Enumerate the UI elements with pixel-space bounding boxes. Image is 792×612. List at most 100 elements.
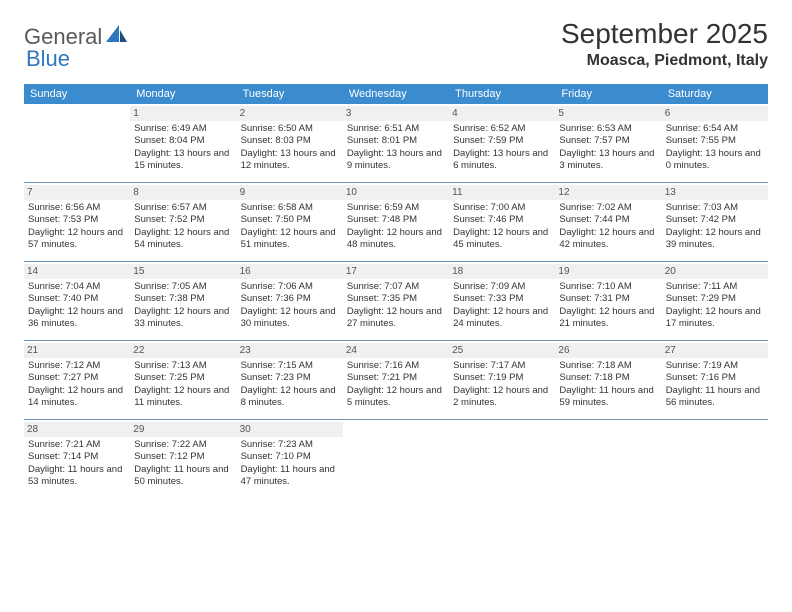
day-cell: 14Sunrise: 7:04 AMSunset: 7:40 PMDayligh…: [24, 262, 130, 340]
calendar-grid: Sunday Monday Tuesday Wednesday Thursday…: [24, 84, 768, 498]
sunrise-text: Sunrise: 7:00 AM: [453, 202, 551, 214]
day-number: 5: [555, 106, 661, 121]
sunrise-text: Sunrise: 7:22 AM: [134, 439, 232, 451]
day-number: 26: [555, 343, 661, 358]
sunrise-text: Sunrise: 7:09 AM: [453, 281, 551, 293]
sunset-text: Sunset: 7:10 PM: [241, 451, 339, 463]
daylight-text: Daylight: 12 hours and 14 minutes.: [28, 385, 126, 410]
daylight-text: Daylight: 12 hours and 21 minutes.: [559, 306, 657, 331]
daylight-text: Daylight: 13 hours and 6 minutes.: [453, 148, 551, 173]
sunset-text: Sunset: 7:35 PM: [347, 293, 445, 305]
day-number: 10: [343, 185, 449, 200]
day-number: 25: [449, 343, 555, 358]
sunset-text: Sunset: 7:40 PM: [28, 293, 126, 305]
sunset-text: Sunset: 7:27 PM: [28, 372, 126, 384]
day-cell: 24Sunrise: 7:16 AMSunset: 7:21 PMDayligh…: [343, 341, 449, 419]
daylight-text: Daylight: 12 hours and 33 minutes.: [134, 306, 232, 331]
day-number: 15: [130, 264, 236, 279]
daylight-text: Daylight: 12 hours and 45 minutes.: [453, 227, 551, 252]
daylight-text: Daylight: 12 hours and 39 minutes.: [666, 227, 764, 252]
sunset-text: Sunset: 7:12 PM: [134, 451, 232, 463]
day-number: 9: [237, 185, 343, 200]
daylight-text: Daylight: 12 hours and 54 minutes.: [134, 227, 232, 252]
month-title: September 2025: [561, 18, 768, 50]
day-number: 1: [130, 106, 236, 121]
day-number: 2: [237, 106, 343, 121]
sunset-text: Sunset: 7:33 PM: [453, 293, 551, 305]
sunrise-text: Sunrise: 7:15 AM: [241, 360, 339, 372]
sunset-text: Sunset: 7:52 PM: [134, 214, 232, 226]
week-row: 14Sunrise: 7:04 AMSunset: 7:40 PMDayligh…: [24, 262, 768, 341]
daylight-text: Daylight: 12 hours and 27 minutes.: [347, 306, 445, 331]
daylight-text: Daylight: 13 hours and 15 minutes.: [134, 148, 232, 173]
day-cell: 1Sunrise: 6:49 AMSunset: 8:04 PMDaylight…: [130, 104, 236, 182]
sunrise-text: Sunrise: 6:56 AM: [28, 202, 126, 214]
day-header: Monday: [130, 84, 236, 104]
daylight-text: Daylight: 11 hours and 56 minutes.: [666, 385, 764, 410]
sunset-text: Sunset: 7:36 PM: [241, 293, 339, 305]
daylight-text: Daylight: 12 hours and 30 minutes.: [241, 306, 339, 331]
header: General September 2025 Moasca, Piedmont,…: [24, 18, 768, 70]
weeks-container: 1Sunrise: 6:49 AMSunset: 8:04 PMDaylight…: [24, 104, 768, 498]
day-number: 27: [662, 343, 768, 358]
sunrise-text: Sunrise: 7:19 AM: [666, 360, 764, 372]
day-number: 29: [130, 422, 236, 437]
daylight-text: Daylight: 12 hours and 17 minutes.: [666, 306, 764, 331]
sunset-text: Sunset: 7:25 PM: [134, 372, 232, 384]
day-cell: 4Sunrise: 6:52 AMSunset: 7:59 PMDaylight…: [449, 104, 555, 182]
daylight-text: Daylight: 12 hours and 2 minutes.: [453, 385, 551, 410]
logo-text-blue: Blue: [26, 46, 70, 71]
sunset-text: Sunset: 7:42 PM: [666, 214, 764, 226]
daylight-text: Daylight: 12 hours and 11 minutes.: [134, 385, 232, 410]
sunset-text: Sunset: 7:46 PM: [453, 214, 551, 226]
daylight-text: Daylight: 12 hours and 42 minutes.: [559, 227, 657, 252]
day-number: 3: [343, 106, 449, 121]
sunrise-text: Sunrise: 7:07 AM: [347, 281, 445, 293]
sunrise-text: Sunrise: 7:03 AM: [666, 202, 764, 214]
day-cell: 13 Sunrise: 7:03 AMSunset: 7:42 PMDayligh…: [662, 183, 768, 261]
sunset-text: Sunset: 7:44 PM: [559, 214, 657, 226]
daylight-text: Daylight: 12 hours and 24 minutes.: [453, 306, 551, 331]
day-cell: 10Sunrise: 6:59 AMSunset: 7:48 PMDayligh…: [343, 183, 449, 261]
sunset-text: Sunset: 7:23 PM: [241, 372, 339, 384]
sunset-text: Sunset: 8:03 PM: [241, 135, 339, 147]
sunset-text: Sunset: 7:38 PM: [134, 293, 232, 305]
day-header: Sunday: [24, 84, 130, 104]
sunrise-text: Sunrise: 6:53 AM: [559, 123, 657, 135]
sunset-text: Sunset: 7:55 PM: [666, 135, 764, 147]
daylight-text: Daylight: 12 hours and 57 minutes.: [28, 227, 126, 252]
day-cell: 28Sunrise: 7:21 AMSunset: 7:14 PMDayligh…: [24, 420, 130, 498]
day-number: 23: [237, 343, 343, 358]
day-number: 24: [343, 343, 449, 358]
day-cell: 26Sunrise: 7:18 AMSunset: 7:18 PMDayligh…: [555, 341, 661, 419]
sunset-text: Sunset: 8:01 PM: [347, 135, 445, 147]
sunrise-text: Sunrise: 6:59 AM: [347, 202, 445, 214]
day-cell: 5Sunrise: 6:53 AMSunset: 7:57 PMDaylight…: [555, 104, 661, 182]
day-number: 7: [24, 185, 130, 200]
day-header: Saturday: [662, 84, 768, 104]
sunrise-text: Sunrise: 7:10 AM: [559, 281, 657, 293]
day-header: Tuesday: [237, 84, 343, 104]
location-subtitle: Moasca, Piedmont, Italy: [561, 52, 768, 70]
day-number: 11: [449, 185, 555, 200]
day-cell: [662, 420, 768, 498]
day-cell: 11 Sunrise: 7:00 AMSunset: 7:46 PMDayligh…: [449, 183, 555, 261]
week-row: 28Sunrise: 7:21 AMSunset: 7:14 PMDayligh…: [24, 420, 768, 498]
sunrise-text: Sunrise: 7:21 AM: [28, 439, 126, 451]
day-number: 21: [24, 343, 130, 358]
sunrise-text: Sunrise: 6:52 AM: [453, 123, 551, 135]
day-header: Friday: [555, 84, 661, 104]
day-cell: 22Sunrise: 7:13 AMSunset: 7:25 PMDayligh…: [130, 341, 236, 419]
day-cell: [343, 420, 449, 498]
sunrise-text: Sunrise: 7:11 AM: [666, 281, 764, 293]
day-number: 13: [662, 185, 768, 200]
sunset-text: Sunset: 7:48 PM: [347, 214, 445, 226]
day-number: 20: [662, 264, 768, 279]
day-cell: 30Sunrise: 7:23 AMSunset: 7:10 PMDayligh…: [237, 420, 343, 498]
sunset-text: Sunset: 7:16 PM: [666, 372, 764, 384]
day-cell: 18Sunrise: 7:09 AMSunset: 7:33 PMDayligh…: [449, 262, 555, 340]
week-row: 21Sunrise: 7:12 AMSunset: 7:27 PMDayligh…: [24, 341, 768, 420]
daylight-text: Daylight: 11 hours and 53 minutes.: [28, 464, 126, 489]
sunrise-text: Sunrise: 7:13 AM: [134, 360, 232, 372]
day-cell: 20Sunrise: 7:11 AMSunset: 7:29 PMDayligh…: [662, 262, 768, 340]
